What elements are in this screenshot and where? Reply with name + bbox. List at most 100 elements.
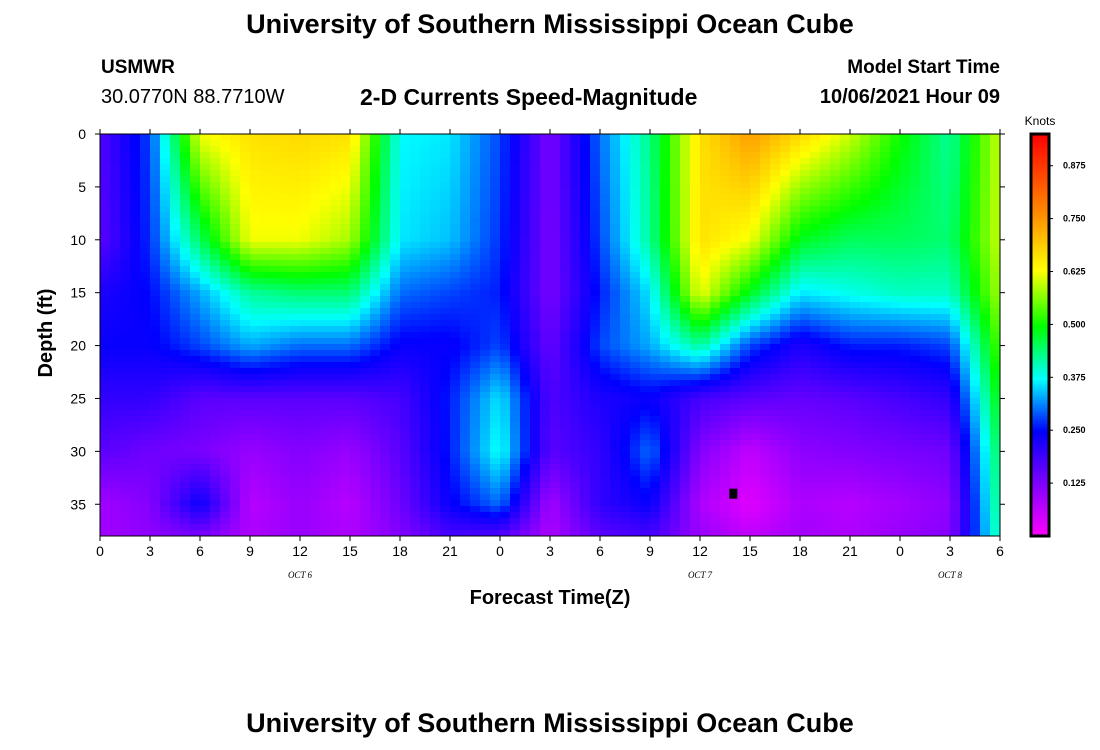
heatmap-cell xyxy=(470,332,481,339)
heatmap-cell xyxy=(290,374,301,381)
heatmap-cell xyxy=(520,392,531,399)
heatmap-cell xyxy=(140,464,151,471)
heatmap-cell xyxy=(310,170,321,177)
heatmap-cell xyxy=(900,230,911,237)
heatmap-cell xyxy=(550,374,561,381)
heatmap-cell xyxy=(880,176,891,183)
heatmap-cell xyxy=(990,458,1001,465)
heatmap-cell xyxy=(950,164,961,171)
heatmap-cell xyxy=(600,410,611,417)
heatmap-cell xyxy=(300,422,311,429)
heatmap-cell xyxy=(850,158,861,165)
heatmap-cell xyxy=(270,434,281,441)
heatmap-cell xyxy=(730,164,741,171)
heatmap-cell xyxy=(440,176,451,183)
heatmap-cell xyxy=(550,422,561,429)
heatmap-cell xyxy=(760,368,771,375)
heatmap-cell xyxy=(360,158,371,165)
heatmap-cell xyxy=(130,152,141,159)
heatmap-cell xyxy=(990,206,1001,213)
heatmap-cell xyxy=(140,458,151,465)
heatmap-cell xyxy=(450,140,461,147)
heatmap-cell xyxy=(900,218,911,225)
heatmap-cell xyxy=(920,362,931,369)
heatmap-cell xyxy=(620,290,631,297)
heatmap-cell xyxy=(510,242,521,249)
heatmap-cell xyxy=(600,404,611,411)
heatmap-cell xyxy=(300,188,311,195)
heatmap-cell xyxy=(370,254,381,261)
heatmap-cell xyxy=(580,350,591,357)
heatmap-cell xyxy=(650,374,661,381)
heatmap-cell xyxy=(880,212,891,219)
heatmap-cell xyxy=(200,422,211,429)
heatmap-cell xyxy=(240,134,251,141)
heatmap-cell xyxy=(860,404,871,411)
heatmap-cell xyxy=(690,380,701,387)
heatmap-cell xyxy=(900,362,911,369)
heatmap-cell xyxy=(180,350,191,357)
heatmap-cell xyxy=(760,362,771,369)
heatmap-cell xyxy=(760,410,771,417)
heatmap-cell xyxy=(500,458,511,465)
heatmap-cell xyxy=(690,266,701,273)
heatmap-cell xyxy=(670,164,681,171)
heatmap-cell xyxy=(420,344,431,351)
heatmap-cell xyxy=(710,164,721,171)
heatmap-cell xyxy=(220,368,231,375)
heatmap-cell xyxy=(900,266,911,273)
heatmap-cell xyxy=(260,272,271,279)
heatmap-cell xyxy=(640,188,651,195)
heatmap-cell xyxy=(540,320,551,327)
heatmap-cell xyxy=(510,458,521,465)
heatmap-cell xyxy=(270,146,281,153)
heatmap-cell xyxy=(350,356,361,363)
heatmap-cell xyxy=(920,236,931,243)
heatmap-cell xyxy=(200,284,211,291)
heatmap-cell xyxy=(650,206,661,213)
heatmap-cell xyxy=(540,434,551,441)
heatmap-cell xyxy=(150,326,161,333)
heatmap-cell xyxy=(220,248,231,255)
heatmap-cell xyxy=(520,290,531,297)
heatmap-cell xyxy=(660,176,671,183)
heatmap-cell xyxy=(720,452,731,459)
heatmap-cell xyxy=(630,368,641,375)
heatmap-cell xyxy=(100,146,111,153)
heatmap-cell xyxy=(310,440,321,447)
heatmap-cell xyxy=(990,416,1001,423)
heatmap-cell xyxy=(260,332,271,339)
heatmap-cell xyxy=(800,338,811,345)
heatmap-cell xyxy=(370,134,381,141)
heatmap-cell xyxy=(630,206,641,213)
heatmap-cell xyxy=(290,260,301,267)
heatmap-cell xyxy=(680,326,691,333)
heatmap-cell xyxy=(350,170,361,177)
heatmap-cell xyxy=(550,200,561,207)
heatmap-cell xyxy=(270,338,281,345)
heatmap-cell xyxy=(120,410,131,417)
heatmap-cell xyxy=(580,446,591,453)
heatmap-cell xyxy=(800,212,811,219)
heatmap-cell xyxy=(550,368,561,375)
heatmap-cell xyxy=(920,308,931,315)
heatmap-cell xyxy=(260,356,271,363)
heatmap-cell xyxy=(250,362,261,369)
heatmap-cell xyxy=(740,374,751,381)
heatmap-cell xyxy=(490,152,501,159)
heatmap-cell xyxy=(490,422,501,429)
heatmap-cell xyxy=(520,194,531,201)
heatmap-cell xyxy=(250,296,261,303)
heatmap-cell xyxy=(230,146,241,153)
heatmap-cell xyxy=(830,446,841,453)
heatmap-cell xyxy=(980,290,991,297)
heatmap-cell xyxy=(480,296,491,303)
heatmap-cell xyxy=(980,344,991,351)
heatmap-cell xyxy=(910,386,921,393)
heatmap-cell xyxy=(840,374,851,381)
heatmap-cell xyxy=(220,326,231,333)
heatmap-cell xyxy=(650,242,661,249)
heatmap-cell xyxy=(610,200,621,207)
heatmap-cell xyxy=(510,428,521,435)
heatmap-cell xyxy=(260,140,271,147)
